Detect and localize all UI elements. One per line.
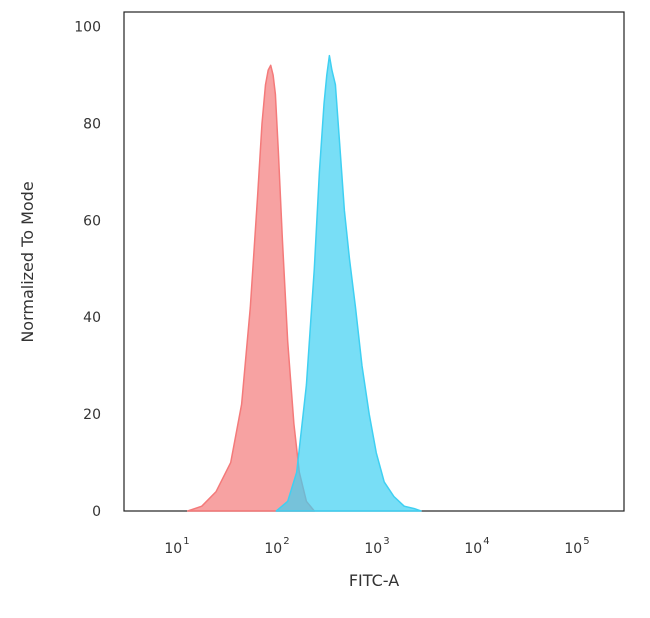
y-tick-label: 0 [92, 504, 101, 520]
x-tick-base: 10 [164, 541, 182, 557]
x-tick-exponent: 4 [483, 536, 489, 547]
x-tick-base: 10 [564, 541, 582, 557]
x-tick-base: 10 [364, 541, 382, 557]
x-tick-exponent: 5 [583, 536, 589, 547]
histogram-series-1 [186, 64, 316, 512]
y-tick-label: 100 [74, 20, 101, 36]
y-tick-label: 40 [83, 310, 101, 326]
x-tick-exponent: 2 [283, 536, 289, 547]
x-tick-label: 10 4 [464, 536, 489, 557]
x-tick-base: 10 [264, 541, 282, 557]
x-tick-label: 10 2 [264, 536, 289, 557]
x-tick-label: 10 5 [564, 536, 589, 557]
y-tick-label: 80 [83, 116, 101, 132]
plot-frame [123, 11, 625, 512]
series-layer [186, 54, 422, 512]
x-tick-exponent: 3 [383, 536, 389, 547]
x-tick-label: 10 1 [164, 536, 189, 557]
y-tick-label: 20 [83, 407, 101, 423]
histogram-series-2 [275, 54, 422, 512]
x-axis-label: FITC-A [349, 571, 399, 590]
x-tick-labels: 10 1 10 2 10 3 10 4 10 5 [164, 536, 589, 557]
x-tick-exponent: 1 [183, 536, 189, 547]
y-tick-labels: 0 20 40 60 80 100 [74, 20, 101, 521]
x-tick-base: 10 [464, 541, 482, 557]
x-tick-label: 10 3 [364, 536, 389, 557]
y-tick-label: 60 [83, 213, 101, 229]
y-axis-label: Normalized To Mode [18, 181, 37, 342]
